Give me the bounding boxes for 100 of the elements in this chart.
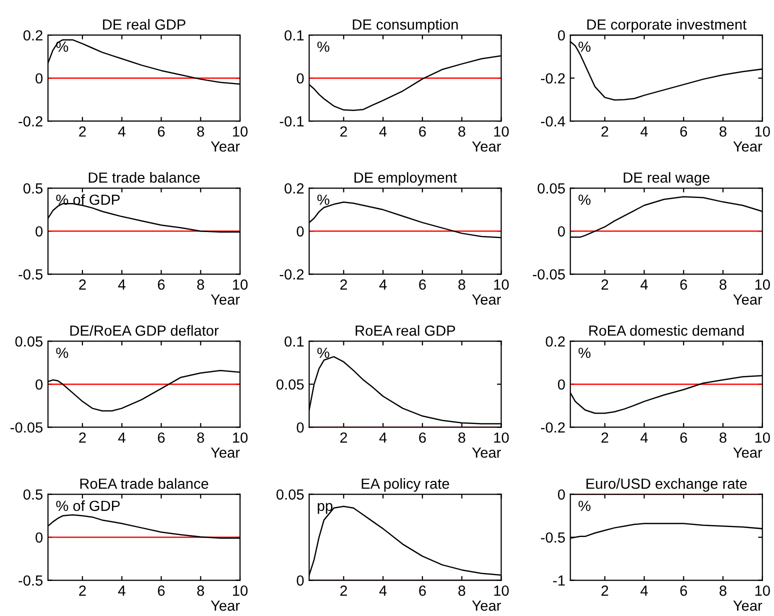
chart-title: EA policy rate <box>362 478 450 492</box>
x-axis-title: Year <box>733 448 762 458</box>
x-tick-label: 6 <box>158 126 165 137</box>
chart-title: Euro/USD exchange rate <box>586 478 747 492</box>
x-tick-label: 4 <box>640 126 648 137</box>
x-tick-label: 10 <box>233 126 248 137</box>
y-tick-label: 0 <box>36 532 43 543</box>
y-tick-label: 0.2 <box>23 30 42 41</box>
chart-title: RoEA real GDP <box>356 325 456 336</box>
x-tick-label: 4 <box>118 432 126 443</box>
y-tick-label: 0.05 <box>276 379 304 390</box>
x-tick-label: 10 <box>755 126 770 137</box>
y-tick-label: -0.5 <box>541 532 565 543</box>
annotation: % <box>578 348 590 358</box>
x-tick-label: 6 <box>680 279 688 290</box>
x-tick-label: 6 <box>158 432 165 443</box>
x-tick-label: 4 <box>379 586 387 596</box>
x-tick-label: 6 <box>419 126 426 137</box>
x-tick-label: 2 <box>601 432 608 443</box>
y-tick-label: -0.05 <box>532 269 565 280</box>
x-tick-label: 8 <box>197 126 204 137</box>
x-axis-title: Year <box>210 141 240 152</box>
y-tick-label: -0.5 <box>18 575 43 586</box>
x-tick-label: 4 <box>118 126 126 137</box>
x-tick-label: 4 <box>640 280 648 290</box>
x-tick-label: 2 <box>340 586 347 596</box>
y-tick-label: 0 <box>296 575 304 586</box>
chart-title: DE trade balance <box>88 172 200 183</box>
y-tick-label: 0.5 <box>23 183 43 194</box>
x-tick-label: 10 <box>233 586 248 596</box>
x-axis-title: Year <box>733 600 762 611</box>
x-tick-label: 8 <box>720 126 726 137</box>
x-axis-title: Year <box>733 141 762 152</box>
x-tick-label: 2 <box>601 126 608 137</box>
y-tick-label: -0.2 <box>541 73 565 84</box>
y-tick-label: -0.05 <box>10 422 43 433</box>
x-tick-label: 2 <box>79 279 86 290</box>
x-tick-label: 8 <box>197 279 204 290</box>
y-tick-label: 0.1 <box>284 336 304 347</box>
x-axis-title: Year <box>472 600 501 611</box>
x-axis-title: Year <box>210 600 240 611</box>
x-tick-label: 6 <box>158 279 165 290</box>
x-tick-label: 6 <box>158 586 165 596</box>
y-tick-label: 0 <box>296 73 304 84</box>
x-tick-label: 4 <box>118 586 126 596</box>
x-tick-label: 4 <box>379 432 387 443</box>
x-tick-label: 8 <box>197 586 204 596</box>
chart-title: DE/RoEA GDP deflator <box>70 325 219 336</box>
y-tick-label: -0.2 <box>18 116 42 127</box>
y-tick-label: 0 <box>558 489 565 500</box>
chart-title: DE real GDP <box>103 18 186 30</box>
x-tick-label: 10 <box>494 586 509 596</box>
x-tick-label: 2 <box>79 126 86 137</box>
x-tick-label: 6 <box>419 586 426 596</box>
x-tick-label: 4 <box>379 280 387 290</box>
x-tick-label: 6 <box>680 432 688 443</box>
x-tick-label: 2 <box>601 586 608 596</box>
y-tick-label: 0.1 <box>284 30 304 41</box>
chart-title: DE employment <box>354 172 457 186</box>
x-tick-label: 8 <box>720 432 726 443</box>
x-axis-title: Year <box>210 448 240 458</box>
y-tick-label: 0 <box>558 30 565 41</box>
x-tick-label: 2 <box>79 586 86 596</box>
x-tick-label: 10 <box>494 432 509 443</box>
x-tick-label: 2 <box>340 279 347 290</box>
x-tick-label: 6 <box>680 586 688 596</box>
x-tick-label: 8 <box>458 586 466 596</box>
y-tick-label: 0.2 <box>284 183 304 194</box>
x-axis-title: Year <box>472 448 501 458</box>
y-tick-label: -0.5 <box>18 269 43 280</box>
y-tick-label: 0.05 <box>276 489 304 500</box>
annotation: % <box>56 348 68 358</box>
x-tick-label: 8 <box>458 279 466 290</box>
y-tick-label: 0 <box>296 422 304 433</box>
x-tick-label: 10 <box>494 279 509 290</box>
x-tick-label: 4 <box>640 432 648 443</box>
y-tick-label: -0.4 <box>541 116 566 127</box>
x-axis-title: Year <box>733 294 762 305</box>
x-tick-label: 10 <box>233 432 248 443</box>
y-tick-label: -1 <box>553 576 565 586</box>
x-axis-title: Year <box>472 294 501 305</box>
annotation: % <box>317 348 330 358</box>
annotation: pp <box>318 503 332 514</box>
annotation: % <box>578 194 590 205</box>
y-tick-label: 0 <box>558 379 565 390</box>
x-tick-label: 4 <box>379 126 387 137</box>
y-tick-label: 0 <box>36 226 43 237</box>
x-tick-label: 8 <box>197 432 204 443</box>
y-tick-label: 0 <box>296 226 304 237</box>
x-tick-label: 8 <box>720 586 726 596</box>
x-axis-title: Year <box>472 141 501 152</box>
x-tick-label: 2 <box>79 432 86 443</box>
y-tick-label: 0.5 <box>23 489 43 500</box>
chart-title: DE real wage <box>624 172 710 186</box>
x-tick-label: 2 <box>601 279 608 290</box>
x-tick-label: 8 <box>720 279 726 290</box>
annotation: % <box>317 42 330 52</box>
chart-title: DE corporate investment <box>587 18 747 33</box>
x-tick-label: 6 <box>419 279 426 290</box>
annotation: % <box>578 42 590 52</box>
